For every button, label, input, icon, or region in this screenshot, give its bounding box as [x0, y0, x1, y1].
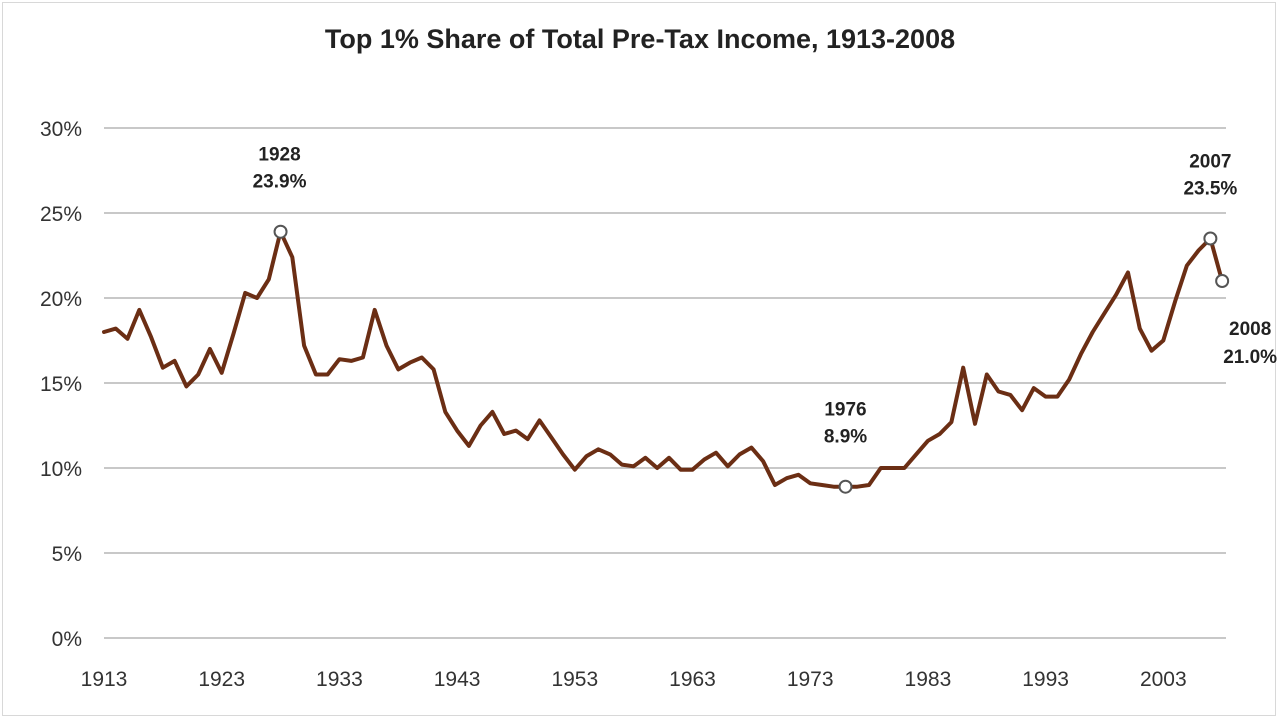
x-tick-label: 1983: [905, 668, 952, 691]
x-tick-label: 1923: [198, 668, 245, 691]
y-tick-label: 5%: [52, 543, 82, 566]
x-tick-label: 1953: [551, 668, 598, 691]
y-tick-label: 10%: [40, 458, 82, 481]
x-tick-label: 1913: [81, 668, 128, 691]
y-tick-label: 15%: [40, 373, 82, 396]
annotation-value: 21.0%: [1223, 347, 1277, 368]
x-tick-label: 1943: [434, 668, 481, 691]
annotation-marker: [273, 224, 288, 239]
annotation-marker: [1215, 274, 1230, 288]
annotation-value: 23.9%: [253, 172, 307, 193]
x-tick-label: 1993: [1022, 668, 1069, 691]
annotation-year: 1976: [824, 400, 866, 421]
x-tick-label: 1973: [787, 668, 834, 691]
chart-title: Top 1% Share of Total Pre-Tax Income, 19…: [324, 24, 956, 54]
x-tick-label: 1933: [316, 668, 363, 691]
annotation-year: 2007: [1189, 152, 1231, 173]
annotation-year: 1928: [258, 145, 300, 166]
x-tick-label: 2003: [1140, 668, 1187, 691]
annotation-value: 8.9%: [824, 427, 867, 448]
y-tick-label: 30%: [40, 118, 82, 141]
series-line: [102, 229, 1225, 489]
annotation-marker: [838, 479, 853, 494]
annotation-year: 2008: [1229, 319, 1271, 340]
y-tick-label: 0%: [52, 628, 82, 651]
y-tick-label: 20%: [40, 288, 82, 311]
y-tick-label: 25%: [40, 203, 82, 226]
annotation-marker: [1203, 231, 1218, 246]
x-tick-label: 1963: [669, 668, 716, 691]
annotation-value: 23.5%: [1183, 179, 1237, 200]
